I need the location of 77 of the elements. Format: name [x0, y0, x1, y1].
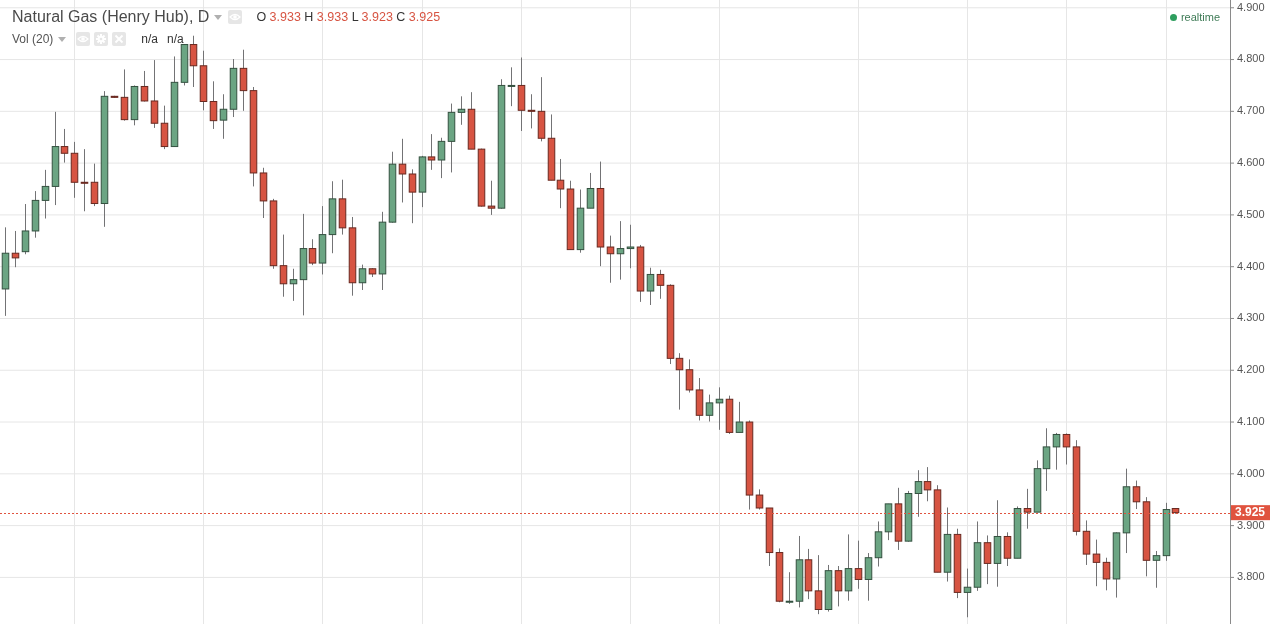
candlestick	[189, 35, 198, 88]
candlestick	[586, 172, 595, 209]
candlestick	[1062, 432, 1071, 465]
candlestick	[626, 224, 635, 269]
y-tick-label: 4.200	[1237, 363, 1265, 376]
candlestick	[606, 235, 615, 284]
annotation: O 3.933 H 3.933 L 3.923 C 3.925	[256, 10, 441, 24]
candlestick	[616, 220, 625, 281]
candlestick	[646, 267, 655, 306]
candlestick	[11, 230, 20, 268]
candlestick	[963, 568, 972, 618]
candlestick	[1132, 480, 1141, 510]
candlestick	[239, 49, 248, 112]
candlestick	[41, 169, 50, 220]
candlestick	[140, 70, 149, 102]
candlestick	[60, 128, 69, 164]
candlestick	[715, 386, 724, 431]
candlestick	[90, 163, 99, 207]
candlestick	[1003, 531, 1012, 567]
y-tick-label: 4.100	[1237, 414, 1265, 427]
candlestick	[1052, 432, 1061, 471]
candlestick	[705, 394, 714, 423]
candlestick	[21, 203, 30, 255]
candlestick	[487, 180, 496, 216]
candlestick	[785, 571, 794, 605]
candlestick	[427, 133, 436, 171]
candlestick	[507, 66, 516, 107]
candlestick	[923, 466, 932, 502]
y-tick-label: 3.900	[1237, 518, 1265, 531]
y-tick-label: 3.800	[1237, 570, 1265, 583]
y-tick-label: 4.800	[1237, 52, 1265, 65]
y-tick-label: 4.600	[1237, 156, 1265, 169]
candlestick	[675, 352, 684, 411]
candlestick	[209, 80, 218, 130]
candlestick	[983, 534, 992, 585]
candlestick	[864, 552, 873, 602]
candlestick	[120, 68, 129, 122]
candlestick	[814, 554, 823, 615]
ref-line-label: 3.925	[1235, 504, 1266, 519]
candlestick	[80, 148, 89, 212]
candlestick	[1152, 550, 1161, 589]
candlestick	[1102, 557, 1111, 591]
text: Natural Gas (Henry Hub), D	[12, 8, 210, 26]
candlestick	[457, 95, 466, 126]
candlestick	[844, 533, 853, 602]
annotation: n/a	[141, 32, 159, 46]
candlestick	[656, 269, 665, 300]
candlestick	[398, 138, 407, 203]
annotation: Vol (20)	[12, 32, 54, 46]
y-tick-label: 4.900	[1237, 0, 1265, 13]
candlestick	[685, 358, 694, 394]
candlestick	[854, 540, 863, 590]
candlestick	[358, 264, 367, 291]
y-tick-label: 4.000	[1237, 466, 1265, 479]
candlestick	[1092, 539, 1101, 587]
candlestick	[289, 268, 298, 302]
y-tick-label: 4.300	[1237, 311, 1265, 324]
candlestick	[279, 234, 288, 298]
candlestick	[160, 105, 169, 150]
candlestick	[408, 168, 417, 224]
candlestick	[437, 137, 446, 179]
candlestick	[735, 401, 744, 433]
candlestick	[1042, 427, 1051, 492]
candlestick	[308, 238, 317, 266]
candlestick	[914, 469, 923, 518]
y-tick-label: 4.500	[1237, 207, 1265, 220]
candlestick	[556, 158, 565, 209]
y-tick-label: 4.400	[1237, 259, 1265, 272]
annotation: n/a	[167, 32, 184, 46]
candlestick	[150, 59, 159, 129]
candlestick	[755, 488, 764, 511]
annotation: realtime	[1180, 11, 1220, 23]
y-tick-label: 4.700	[1237, 104, 1265, 117]
candlestick	[834, 565, 843, 607]
candlestick	[527, 93, 536, 129]
candlestick	[1082, 519, 1091, 566]
candlestick	[219, 93, 228, 140]
